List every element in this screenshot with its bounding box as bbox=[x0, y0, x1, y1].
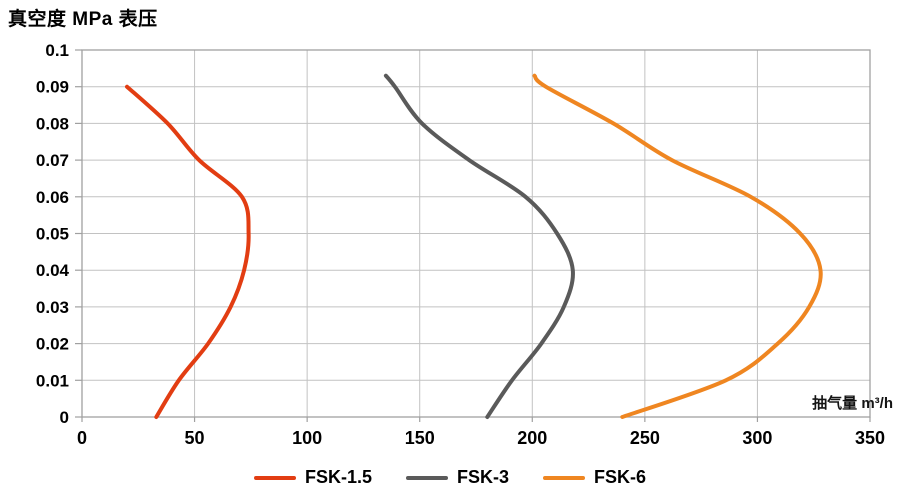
pump-performance-chart: 0 0.01 0.02 0.03 0.04 0.05 0.06 0.07 0.08 0.09 0.1… bbox=[36, 41, 885, 448]
series-line-fsk-3 bbox=[383, 73, 575, 419]
x-tick-label: 150 bbox=[405, 428, 435, 448]
y-tick-label: 0.05 bbox=[36, 225, 69, 244]
x-tick-label: 100 bbox=[292, 428, 322, 448]
legend-item-fsk-3: FSK-3 bbox=[406, 467, 509, 488]
y-tick-label: 0.1 bbox=[45, 41, 69, 60]
y-tick-label: 0 bbox=[60, 408, 69, 427]
legend-label: FSK-1.5 bbox=[304, 467, 372, 487]
y-tick-label: 0.01 bbox=[36, 371, 69, 390]
legend-item-fsk-6: FSK-6 bbox=[543, 467, 646, 488]
x-tick-label: 0 bbox=[77, 428, 87, 448]
y-tick-label: 0.06 bbox=[36, 188, 69, 207]
legend-item-fsk-1.5: FSK-1.5 bbox=[253, 467, 372, 488]
x-tick-label: 50 bbox=[185, 428, 205, 448]
plot-border bbox=[81, 49, 871, 418]
legend-swatch-fsk-3 bbox=[406, 475, 448, 480]
y-tick-label: 0.08 bbox=[36, 114, 69, 133]
legend-label: FSK-6 bbox=[594, 467, 647, 487]
legend-label: FSK-3 bbox=[457, 467, 510, 487]
x-tick-label: 200 bbox=[517, 428, 547, 448]
chart-title: 真空度 MPa 表压 bbox=[8, 9, 158, 30]
y-tick-label: 0.02 bbox=[36, 335, 69, 354]
y-tick-label: 0.09 bbox=[36, 78, 69, 97]
x-axis-label: 抽气量 m³/h bbox=[812, 395, 893, 412]
y-tick-label: 0.04 bbox=[36, 261, 70, 280]
series-line-fsk-6 bbox=[532, 73, 823, 419]
chart-legend: FSK-1.5 FSK-3 FSK-6 bbox=[0, 467, 900, 488]
x-tick-label: 300 bbox=[742, 428, 772, 448]
legend-swatch-fsk-6 bbox=[543, 475, 586, 480]
x-tick-label: 350 bbox=[855, 428, 885, 448]
x-tick-label: 250 bbox=[630, 428, 660, 448]
y-tick-label: 0.07 bbox=[36, 151, 69, 170]
series-line-fsk-1.5 bbox=[125, 84, 251, 419]
legend-swatch-fsk-1.5 bbox=[253, 475, 296, 480]
y-tick-label: 0.03 bbox=[36, 298, 69, 317]
